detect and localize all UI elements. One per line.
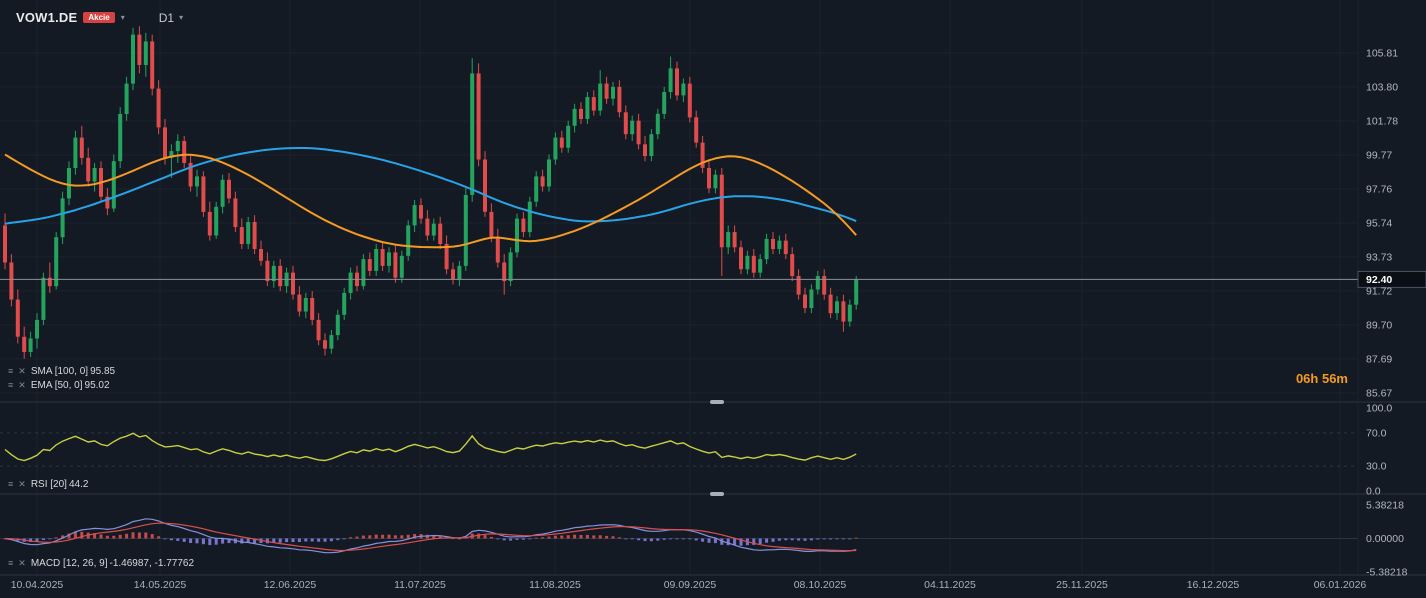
rsi-legend-text: RSI [20] 44.2 xyxy=(31,479,89,490)
price-axis-label: 93.73 xyxy=(1366,251,1392,263)
ema-50-line xyxy=(4,153,857,249)
rsi-axis-label: 30.0 xyxy=(1366,461,1387,473)
symbol-chevron-down-icon[interactable]: ▾ xyxy=(120,13,125,22)
indicator-close-icon[interactable]: ✕ xyxy=(18,558,26,568)
price-axis-label: 99.77 xyxy=(1366,150,1392,162)
current-price-tag: 92.40 xyxy=(1357,270,1426,288)
macd-axis[interactable]: 5.38218 0.00000 -5.38218 xyxy=(1366,500,1408,579)
indicator-settings-icon[interactable]: ≡ xyxy=(8,479,14,489)
indicator-close-icon[interactable]: ✕ xyxy=(18,380,26,390)
symbol-header: VOW1.DE Akcie ▾ D1 ▾ xyxy=(16,10,183,25)
indicator-settings-icon[interactable]: ≡ xyxy=(8,558,14,568)
sma-value: 95.85 xyxy=(90,366,116,377)
indicator-close-icon[interactable]: ✕ xyxy=(18,479,26,489)
price-axis-label: 91.72 xyxy=(1366,285,1392,297)
sma-label: SMA [100, 0] xyxy=(30,366,89,377)
price-axis[interactable]: 105.81 103.80 101.78 99.77 97.76 95.74 93.73 91… xyxy=(1366,48,1398,400)
price-axis-label: 103.80 xyxy=(1366,81,1398,93)
macd-legend-text: MACD [12, 26, 9] -1.46987, -1.77762 xyxy=(31,558,194,569)
time-axis-label: 16.12.2025 xyxy=(1187,579,1240,591)
candles-layer xyxy=(3,26,859,359)
time-axis-label: 09.09.2025 xyxy=(664,579,717,591)
rsi-axis-label: 0.0 xyxy=(1366,486,1381,498)
symbol-name[interactable]: VOW1.DE xyxy=(16,10,78,25)
ema-label: EMA [50, 0] xyxy=(30,380,83,391)
sma-legend-text: SMA [100, 0] 95.85 xyxy=(31,366,115,377)
indicator-close-icon[interactable]: ✕ xyxy=(18,366,26,376)
sma-100-line xyxy=(4,147,857,225)
rsi-axis-label: 100.0 xyxy=(1366,403,1392,415)
ema-legend: ≡ ✕ EMA [50, 0] 95.02 xyxy=(8,380,110,391)
rsi-axis-label: 70.0 xyxy=(1366,427,1387,439)
sma-legend: ≡ ✕ SMA [100, 0] 95.85 xyxy=(8,366,115,377)
time-axis-label: 11.08.2025 xyxy=(529,579,581,591)
indicator-settings-icon[interactable]: ≡ xyxy=(8,380,14,390)
macd-label: MACD [12, 26, 9] xyxy=(30,558,108,569)
macd-signal-line xyxy=(4,522,857,552)
time-axis[interactable]: 10.04.2025 14.05.2025 12.06.2025 11.07.2025… xyxy=(11,579,1367,591)
time-axis-label: 12.06.2025 xyxy=(264,579,317,591)
macd-legend: ≡ ✕ MACD [12, 26, 9] -1.46987, -1.77762 xyxy=(8,558,194,569)
candle-countdown: 06h 56m xyxy=(1295,371,1348,386)
price-axis-label: 105.81 xyxy=(1366,48,1398,60)
indicator-settings-icon[interactable]: ≡ xyxy=(8,366,14,376)
macd-value: -1.46987, -1.77762 xyxy=(109,558,195,569)
time-axis-label: 10.04.2025 xyxy=(11,579,64,591)
macd-line xyxy=(4,518,857,554)
price-axis-label: 85.67 xyxy=(1366,388,1392,400)
price-axis-label: 87.69 xyxy=(1366,353,1392,365)
time-axis-label: 14.05.2025 xyxy=(134,579,187,591)
timeframe-label[interactable]: D1 xyxy=(158,10,175,25)
timeframe-chevron-down-icon[interactable]: ▾ xyxy=(179,13,184,22)
time-axis-label: 06.01.2026 xyxy=(1314,579,1367,591)
pane-resize-handle[interactable] xyxy=(710,400,724,404)
timeframe-selector[interactable]: D1 ▾ xyxy=(159,11,183,25)
time-axis-label: 11.07.2025 xyxy=(394,579,446,591)
rsi-line xyxy=(4,432,857,462)
rsi-legend: ≡ ✕ RSI [20] 44.2 xyxy=(8,479,88,490)
ema-legend-text: EMA [50, 0] 95.02 xyxy=(31,380,110,391)
time-axis-label: 04.11.2025 xyxy=(924,579,976,591)
time-axis-label: 25.11.2025 xyxy=(1056,579,1108,591)
rsi-axis[interactable]: 100.0 70.0 30.0 0.0 xyxy=(1366,403,1392,498)
ema-value: 95.02 xyxy=(84,380,110,391)
macd-axis-label: 0.00000 xyxy=(1366,533,1404,545)
macd-axis-label: -5.38218 xyxy=(1366,567,1408,579)
svg-text:92.40: 92.40 xyxy=(1366,274,1392,286)
price-axis-label: 89.70 xyxy=(1366,320,1392,332)
market-badge: Akcie xyxy=(83,12,115,23)
price-axis-label: 97.76 xyxy=(1366,183,1392,195)
rsi-value: 44.2 xyxy=(68,479,89,490)
pane-resize-handle[interactable] xyxy=(710,492,724,496)
macd-axis-label: 5.38218 xyxy=(1366,500,1404,512)
rsi-label: RSI [20] xyxy=(30,479,67,490)
price-axis-label: 101.78 xyxy=(1366,116,1398,128)
time-axis-label: 08.10.2025 xyxy=(794,579,847,591)
price-axis-label: 95.74 xyxy=(1366,218,1392,230)
